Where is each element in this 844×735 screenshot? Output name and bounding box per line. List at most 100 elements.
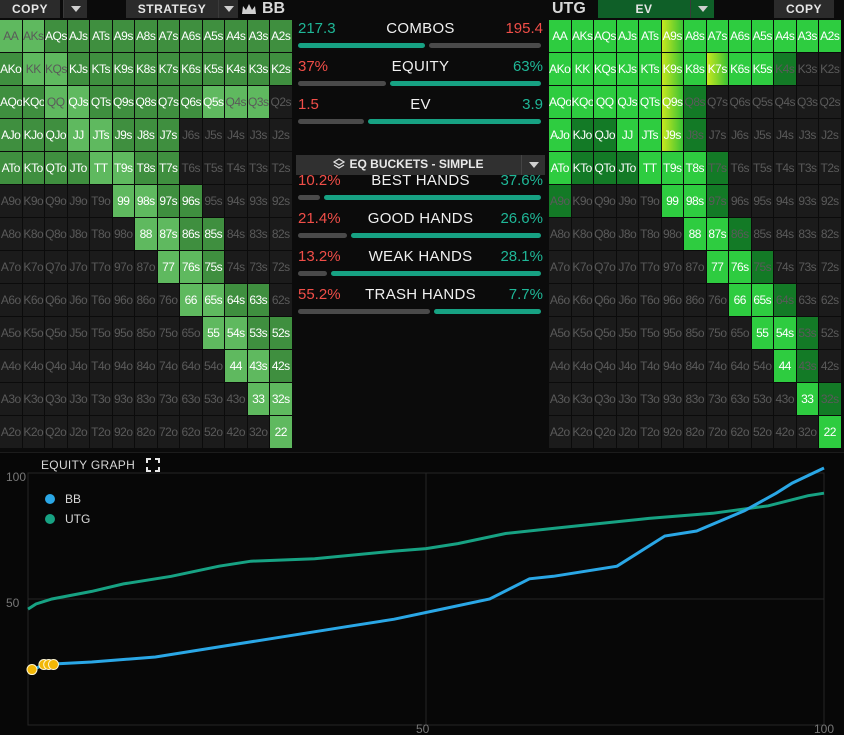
hand-cell-K6o[interactable]: K6o	[571, 284, 594, 317]
hand-cell-52s[interactable]: 52s	[819, 317, 842, 350]
hand-cell-73s[interactable]: 73s	[247, 251, 270, 284]
hand-cell-T3s[interactable]: T3s	[796, 152, 819, 185]
hand-cell-T8s[interactable]: T8s	[135, 152, 158, 185]
hand-cell-A8s[interactable]: A8s	[135, 20, 158, 53]
hand-cell-K2s[interactable]: K2s	[270, 53, 293, 86]
hand-cell-Q3o[interactable]: Q3o	[594, 383, 617, 416]
hand-cell-QTs[interactable]: QTs	[639, 86, 662, 119]
hand-cell-99[interactable]: 99	[112, 185, 135, 218]
hand-cell-J9s[interactable]: J9s	[661, 119, 684, 152]
hand-cell-A2o[interactable]: A2o	[549, 416, 572, 449]
hand-cell-J5o[interactable]: J5o	[67, 317, 90, 350]
hand-cell-64s[interactable]: 64s	[225, 284, 248, 317]
hand-cell-75o[interactable]: 75o	[157, 317, 180, 350]
hand-cell-J5s[interactable]: J5s	[202, 119, 225, 152]
hand-cell-55[interactable]: 55	[751, 317, 774, 350]
hand-cell-Q5o[interactable]: Q5o	[45, 317, 68, 350]
hand-cell-62o[interactable]: 62o	[180, 416, 203, 449]
hand-cell-73o[interactable]: 73o	[157, 383, 180, 416]
hand-cell-ATs[interactable]: ATs	[90, 20, 113, 53]
hand-cell-K6o[interactable]: K6o	[22, 284, 45, 317]
hand-cell-84s[interactable]: 84s	[774, 218, 797, 251]
hand-cell-93o[interactable]: 93o	[661, 383, 684, 416]
hand-cell-A7s[interactable]: A7s	[157, 20, 180, 53]
hand-cell-53s[interactable]: 53s	[796, 317, 819, 350]
hand-cell-44[interactable]: 44	[225, 350, 248, 383]
hand-marker[interactable]	[26, 664, 38, 676]
hand-cell-66[interactable]: 66	[180, 284, 203, 317]
hand-cell-Q7s[interactable]: Q7s	[157, 86, 180, 119]
hand-cell-A5s[interactable]: A5s	[751, 20, 774, 53]
hand-cell-65o[interactable]: 65o	[180, 317, 203, 350]
hand-cell-KTs[interactable]: KTs	[639, 53, 662, 86]
hand-cell-T3s[interactable]: T3s	[247, 152, 270, 185]
hand-cell-94o[interactable]: 94o	[661, 350, 684, 383]
hand-cell-63s[interactable]: 63s	[247, 284, 270, 317]
hand-cell-T8s[interactable]: T8s	[684, 152, 707, 185]
hand-cell-Q9o[interactable]: Q9o	[45, 185, 68, 218]
hand-cell-ATs[interactable]: ATs	[639, 20, 662, 53]
hand-cell-98o[interactable]: 98o	[661, 218, 684, 251]
hand-cell-75s[interactable]: 75s	[751, 251, 774, 284]
hand-cell-KJo[interactable]: KJo	[571, 119, 594, 152]
hand-cell-32o[interactable]: 32o	[247, 416, 270, 449]
hand-cell-AKs[interactable]: AKs	[22, 20, 45, 53]
hand-cell-83o[interactable]: 83o	[684, 383, 707, 416]
hand-cell-T2o[interactable]: T2o	[90, 416, 113, 449]
hand-cell-92o[interactable]: 92o	[661, 416, 684, 449]
hand-cell-A4s[interactable]: A4s	[225, 20, 248, 53]
hand-cell-73s[interactable]: 73s	[796, 251, 819, 284]
hand-cell-95s[interactable]: 95s	[202, 185, 225, 218]
hand-cell-96o[interactable]: 96o	[661, 284, 684, 317]
hand-cell-77[interactable]: 77	[706, 251, 729, 284]
hand-cell-84s[interactable]: 84s	[225, 218, 248, 251]
hand-cell-32s[interactable]: 32s	[270, 383, 293, 416]
hand-cell-65s[interactable]: 65s	[202, 284, 225, 317]
hand-cell-T6s[interactable]: T6s	[180, 152, 203, 185]
hand-cell-T8o[interactable]: T8o	[639, 218, 662, 251]
hand-cell-K9s[interactable]: K9s	[112, 53, 135, 86]
hand-cell-T4o[interactable]: T4o	[90, 350, 113, 383]
hand-cell-Q4s[interactable]: Q4s	[774, 86, 797, 119]
hand-cell-74o[interactable]: 74o	[157, 350, 180, 383]
right-copy-button[interactable]: COPY	[774, 0, 834, 18]
hand-cell-82o[interactable]: 82o	[684, 416, 707, 449]
hand-cell-88[interactable]: 88	[684, 218, 707, 251]
hand-cell-T6s[interactable]: T6s	[729, 152, 752, 185]
hand-cell-J2o[interactable]: J2o	[67, 416, 90, 449]
hand-cell-98s[interactable]: 98s	[684, 185, 707, 218]
hand-cell-J6s[interactable]: J6s	[729, 119, 752, 152]
hand-cell-87s[interactable]: 87s	[157, 218, 180, 251]
hand-cell-Q4o[interactable]: Q4o	[594, 350, 617, 383]
hand-cell-Q9s[interactable]: Q9s	[112, 86, 135, 119]
eq-buckets-button[interactable]: EQ BUCKETS - SIMPLE	[296, 155, 545, 175]
hand-cell-T7o[interactable]: T7o	[639, 251, 662, 284]
hand-cell-Q3s[interactable]: Q3s	[796, 86, 819, 119]
hand-cell-44[interactable]: 44	[774, 350, 797, 383]
hand-cell-65s[interactable]: 65s	[751, 284, 774, 317]
hand-cell-KQo[interactable]: KQo	[22, 86, 45, 119]
hand-cell-K9s[interactable]: K9s	[661, 53, 684, 86]
hand-cell-Q6s[interactable]: Q6s	[729, 86, 752, 119]
hand-cell-J7o[interactable]: J7o	[67, 251, 90, 284]
hand-cell-63o[interactable]: 63o	[180, 383, 203, 416]
hand-cell-K8s[interactable]: K8s	[135, 53, 158, 86]
hand-cell-A9o[interactable]: A9o	[549, 185, 572, 218]
hand-cell-96s[interactable]: 96s	[729, 185, 752, 218]
hand-cell-Q9o[interactable]: Q9o	[594, 185, 617, 218]
hand-cell-97o[interactable]: 97o	[112, 251, 135, 284]
hand-cell-A4o[interactable]: A4o	[0, 350, 23, 383]
hand-cell-54s[interactable]: 54s	[774, 317, 797, 350]
hand-cell-92s[interactable]: 92s	[819, 185, 842, 218]
hand-cell-83s[interactable]: 83s	[796, 218, 819, 251]
hand-cell-K6s[interactable]: K6s	[729, 53, 752, 86]
hand-cell-T6o[interactable]: T6o	[639, 284, 662, 317]
hand-cell-83s[interactable]: 83s	[247, 218, 270, 251]
hand-cell-88[interactable]: 88	[135, 218, 158, 251]
hand-cell-T3o[interactable]: T3o	[90, 383, 113, 416]
hand-cell-Q9s[interactable]: Q9s	[661, 86, 684, 119]
left-copy-dropdown[interactable]	[63, 0, 87, 18]
hand-cell-T5s[interactable]: T5s	[751, 152, 774, 185]
hand-cell-98s[interactable]: 98s	[135, 185, 158, 218]
hand-cell-Q6s[interactable]: Q6s	[180, 86, 203, 119]
